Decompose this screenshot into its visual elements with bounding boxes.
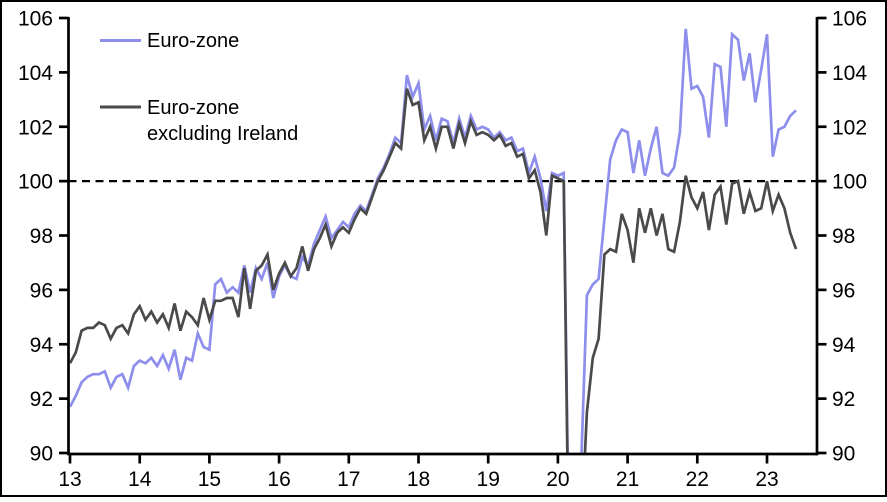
series-lines <box>69 28 798 453</box>
y-axis-label-right: 102 <box>832 116 867 139</box>
y-axis-label-left: 94 <box>30 334 54 357</box>
legend-label-ex-ireland-line2: excluding Ireland <box>147 123 298 145</box>
legend-label-euro-zone: Euro-zone <box>147 30 239 52</box>
x-axis-label: 23 <box>755 468 778 491</box>
y-axis-label-right: 94 <box>832 334 856 357</box>
axes: 106 106 104 104 102 102 100 100 98 98 96 96 94 94 92 92… <box>18 8 867 492</box>
x-axis-label: 13 <box>58 468 81 491</box>
y-axis-label-left: 96 <box>30 279 53 302</box>
y-axis-label-left: 100 <box>18 171 53 194</box>
x-axis-label: 21 <box>616 468 639 491</box>
y-axis-label-right: 104 <box>832 62 867 85</box>
y-axis-label-left: 106 <box>18 8 53 31</box>
y-axis-label-right: 90 <box>832 443 855 466</box>
plot-area: 106 106 104 104 102 102 100 100 98 98 96 96 94 94 92 92… <box>18 8 867 492</box>
x-axis-label: 16 <box>267 468 290 491</box>
y-axis-label-left: 92 <box>30 388 53 411</box>
series-line-euro-zone <box>69 28 797 453</box>
y-axis-label-right: 98 <box>832 225 855 248</box>
y-axis-label-left: 90 <box>30 443 53 466</box>
x-axis-label: 22 <box>686 468 709 491</box>
y-axis-label-right: 106 <box>832 8 867 31</box>
series-line-ex-ireland <box>69 88 798 453</box>
x-axis-label: 15 <box>198 468 221 491</box>
y-axis-label-left: 102 <box>18 116 53 139</box>
y-axis-label-left: 104 <box>18 62 53 85</box>
x-axis-label: 17 <box>337 468 360 491</box>
x-axis-label: 14 <box>128 468 152 491</box>
y-axis-label-right: 96 <box>832 279 855 302</box>
x-axis-label: 18 <box>407 468 430 491</box>
legend-label-ex-ireland-line1: Euro-zone <box>147 97 239 119</box>
y-axis-label-right: 92 <box>832 388 855 411</box>
x-axis-label: 20 <box>546 468 569 491</box>
x-axis-label: 19 <box>477 468 500 491</box>
legend: Euro-zone Euro-zone excluding Ireland <box>100 30 298 145</box>
y-axis-label-right: 100 <box>832 171 867 194</box>
y-axis-label-left: 98 <box>30 225 53 248</box>
